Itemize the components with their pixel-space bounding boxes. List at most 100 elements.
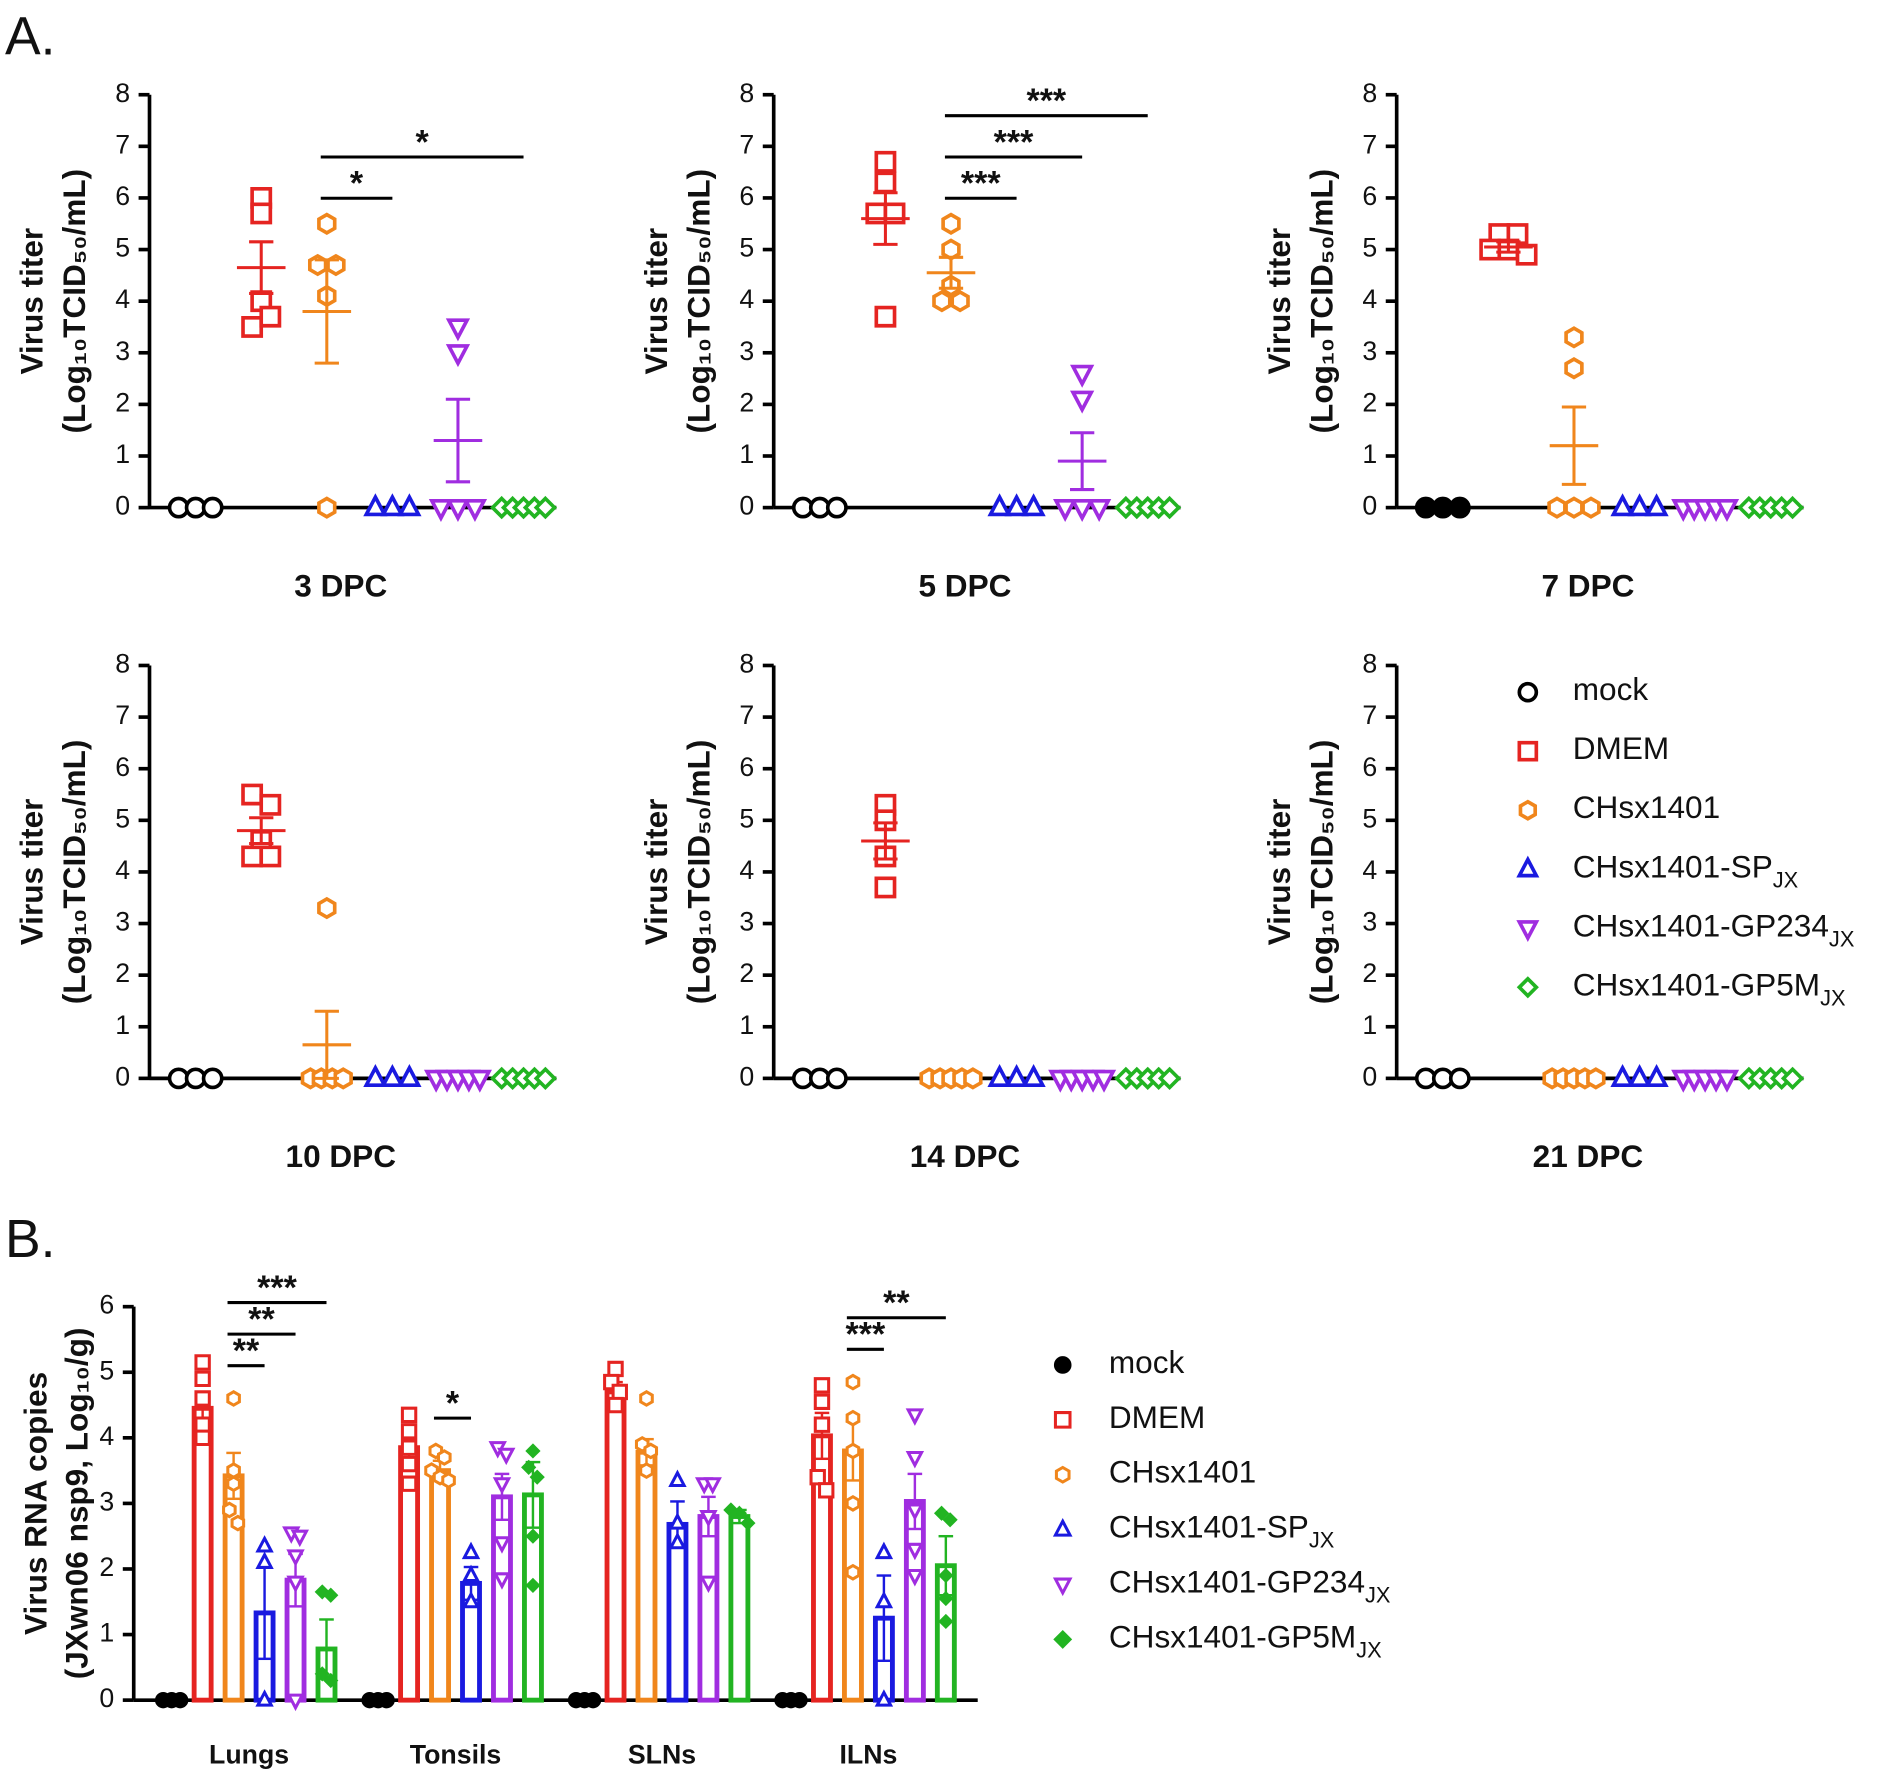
marker — [1610, 1063, 1635, 1088]
y-tick-label: 2 — [739, 387, 754, 417]
y-tick-label: 2 — [115, 387, 130, 417]
marker — [1564, 496, 1584, 519]
bar — [604, 1389, 627, 1703]
y-tick-label: 6 — [99, 1290, 114, 1320]
y-tick-label: 0 — [1362, 1061, 1377, 1091]
marker — [1052, 1517, 1073, 1537]
marker — [933, 1505, 950, 1521]
marker — [323, 1672, 339, 1689]
bar — [697, 1514, 720, 1703]
marker — [874, 1689, 894, 1707]
marker — [1091, 1069, 1117, 1093]
y-tick-label: 6 — [115, 181, 130, 211]
x-tick-label: ILNs — [839, 1739, 897, 1769]
marker — [525, 1443, 541, 1459]
marker — [171, 1691, 189, 1709]
y-tick-label: 5 — [739, 233, 754, 263]
marker — [380, 1063, 405, 1088]
marker — [397, 493, 422, 517]
marker — [226, 1475, 241, 1493]
marker — [445, 318, 471, 342]
marker — [194, 1416, 211, 1433]
x-axis-label: 14 DPC — [910, 1138, 1021, 1174]
legend-name: CHsx1401-GP234 — [1109, 1564, 1365, 1600]
marker — [255, 1551, 274, 1569]
marker — [791, 1691, 808, 1709]
marker — [290, 1529, 309, 1548]
marker — [1564, 326, 1584, 349]
bar — [491, 1494, 513, 1703]
marker — [445, 498, 471, 522]
marker — [905, 1503, 925, 1521]
marker — [525, 1528, 541, 1544]
marker — [1070, 364, 1095, 388]
marker — [1714, 498, 1740, 522]
marker — [938, 1613, 954, 1630]
legend-label: CHsx1401-GP5MJX — [1573, 967, 1846, 1011]
marker — [845, 1494, 861, 1512]
y-tick-label: 3 — [1362, 907, 1377, 937]
legend-name: mock — [1109, 1344, 1185, 1380]
marker — [1516, 920, 1540, 942]
panel-label: B. — [5, 1210, 55, 1269]
y-tick-label: 7 — [115, 700, 130, 730]
marker — [611, 1383, 628, 1401]
bar — [728, 1514, 751, 1703]
y-axis-label: Virus titer — [638, 228, 674, 375]
y-axis-label: Virus titer — [1261, 799, 1297, 946]
marker — [874, 1590, 894, 1609]
marker — [445, 344, 471, 368]
marker — [703, 1477, 722, 1495]
y-tick-label: 4 — [1362, 855, 1377, 885]
legend-name: CHsx1401-SP — [1573, 849, 1773, 885]
marker — [813, 1377, 831, 1394]
marker — [525, 1577, 541, 1593]
marker — [874, 171, 897, 194]
marker — [201, 1067, 224, 1090]
marker — [1054, 1465, 1071, 1484]
y-tick-label: 4 — [1362, 284, 1377, 314]
marker — [668, 1512, 687, 1530]
marker — [1070, 498, 1095, 522]
marker — [874, 876, 897, 899]
marker — [241, 783, 264, 806]
y-tick-label: 3 — [739, 907, 754, 937]
y-tick-label: 1 — [115, 1010, 130, 1040]
y-axis-label: (Log₁₀TCID₅₀/mL) — [56, 740, 92, 1005]
legend-name: CHsx1401 — [1573, 790, 1720, 826]
marker — [521, 1459, 537, 1475]
marker — [731, 1505, 748, 1521]
significance-label: *** — [994, 123, 1034, 161]
legend-name: mock — [1573, 672, 1649, 708]
significance-label: *** — [961, 165, 1001, 203]
y-tick-label: 2 — [739, 958, 754, 988]
legend-label: CHsx1401-GP234JX — [1109, 1564, 1391, 1608]
marker — [938, 1590, 954, 1607]
marker — [1053, 1411, 1072, 1429]
legend-label: DMEM — [1573, 731, 1669, 767]
y-tick-label: 5 — [1362, 233, 1377, 263]
marker — [1157, 495, 1182, 520]
y-tick-label: 6 — [1362, 181, 1377, 211]
marker — [428, 498, 454, 522]
marker — [400, 1439, 418, 1456]
y-axis-label: Virus titer — [638, 799, 674, 946]
x-tick-label: SLNs — [628, 1739, 696, 1769]
marker — [441, 1472, 456, 1489]
marker — [436, 1449, 452, 1466]
marker — [533, 495, 558, 520]
marker — [845, 1373, 861, 1391]
marker — [1610, 493, 1635, 517]
y-tick-label: 3 — [739, 336, 754, 366]
marker — [259, 845, 282, 868]
marker — [639, 1390, 654, 1407]
legend-subscript: JX — [1356, 1638, 1382, 1663]
y-tick-label: 4 — [99, 1421, 114, 1451]
y-axis-label: Virus titer — [14, 228, 50, 375]
legend-label: CHsx1401-GP5MJX — [1109, 1619, 1382, 1663]
y-tick-label: 7 — [739, 700, 754, 730]
y-tick-label: 6 — [115, 752, 130, 782]
marker — [317, 896, 337, 920]
marker — [194, 1370, 211, 1388]
